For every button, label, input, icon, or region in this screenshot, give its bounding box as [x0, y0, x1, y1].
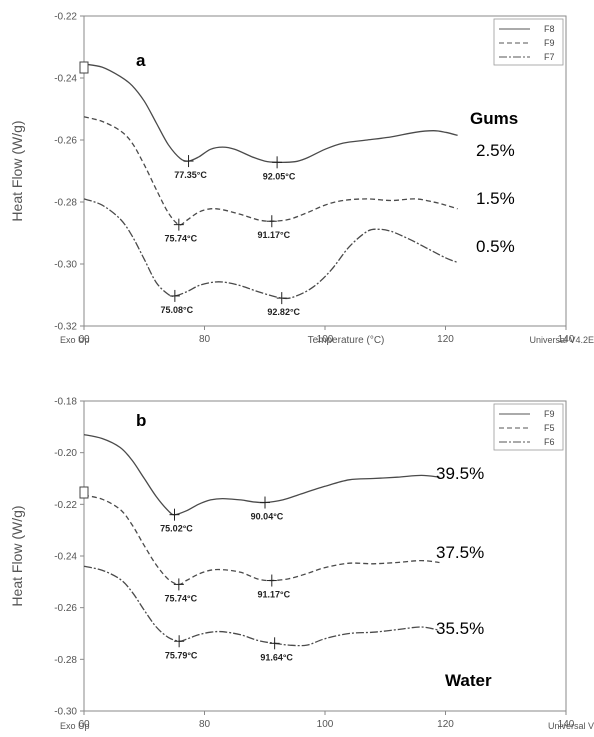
peak-label: 75.74°C: [165, 234, 198, 244]
panel-a-series-f8: [83, 63, 458, 163]
legend-a-entry-2: F9: [544, 38, 555, 48]
panel-a-ytick-label: -0.26: [54, 136, 77, 147]
panel-b: -0.18 -0.20 -0.22 -0.24 -0.26 -0.28 -0.30 60 80…: [9, 397, 594, 732]
panel-b-xtick-label: 100: [317, 719, 334, 730]
legend-b-entry-3: F6: [544, 437, 555, 447]
panel-a-ytick-label: -0.28: [54, 198, 77, 209]
peak-label: 92.05°C: [263, 171, 296, 181]
panel-a-ytick-label: -0.24: [54, 74, 77, 85]
panel-b-cursor-marker: [79, 486, 89, 499]
panel-b-ytick-label: -0.28: [54, 655, 77, 666]
panel-b-ytick-label: -0.30: [54, 707, 77, 718]
legend-a-entry-1: F8: [544, 24, 555, 34]
panel-b-series-f9: [83, 433, 440, 516]
panel-a-xtick-label: 100: [317, 334, 334, 345]
panel-a-ytick-label: -0.22: [54, 12, 77, 23]
panel-b-pct-3: 35.5%: [436, 619, 484, 638]
panel-b-ytick-label: -0.26: [54, 603, 77, 614]
panel-a-group-label: Gums: [470, 109, 518, 128]
peak-label: 75.79°C: [165, 650, 198, 660]
panel-b-xtick-label: 60: [78, 719, 90, 730]
panel-a-cursor-marker: [79, 61, 89, 74]
panel-a-xtick-label: 140: [558, 334, 575, 345]
panel-b-ytick-label: -0.20: [54, 448, 77, 459]
panel-a-exo-up: Exo Up: [60, 335, 90, 345]
legend-b-entry-1: F9: [544, 409, 555, 419]
panel-a-legend: F8 F9 F7: [493, 18, 564, 66]
panel-a-ytick-label: -0.30: [54, 260, 77, 271]
panel-a: -0.22 -0.24 -0.26 -0.28 -0.30 -0.32 60 80 100 12…: [9, 12, 594, 347]
panel-b-ytick-label: -0.24: [54, 552, 77, 563]
panel-a-pct-1: 2.5%: [476, 141, 515, 160]
panel-a-ylabel: Heat Flow (W/g): [9, 120, 25, 221]
panel-a-pct-3: 0.5%: [476, 237, 515, 256]
panel-a-pct-2: 1.5%: [476, 189, 515, 208]
panel-b-xtick-label: 80: [199, 719, 211, 730]
panel-b-series-f5: [83, 494, 440, 586]
panel-b-pct-1: 39.5%: [436, 464, 484, 483]
panel-b-software-version: Universal V: [548, 721, 594, 731]
panel-a-xlabel: Temperature (°C): [308, 335, 385, 346]
legend-a-entry-3: F7: [544, 52, 555, 62]
panel-a-xtick-label: 60: [78, 334, 90, 345]
panel-b-legend: F9 F5 F6: [493, 403, 564, 451]
panel-b-ylabel: Heat Flow (W/g): [9, 505, 25, 606]
peak-label: 90.04°C: [251, 512, 284, 522]
panel-b-ytick-label: -0.18: [54, 397, 77, 408]
panel-b-group-label: Water: [445, 671, 492, 690]
panel-b-exo-up: Exo Up: [60, 721, 90, 731]
panel-b-xtick-label: 120: [437, 719, 454, 730]
peak-label: 92.82°C: [267, 307, 300, 317]
peak-label: 75.02°C: [160, 524, 193, 534]
peak-label: 91.17°C: [257, 230, 290, 240]
panel-a-xtick-label: 120: [437, 334, 454, 345]
panel-a-series-f9: [83, 116, 458, 226]
peak-label: 91.17°C: [257, 590, 290, 600]
legend-b-entry-2: F5: [544, 423, 555, 433]
panel-a-ytick-label: -0.32: [54, 322, 77, 333]
panel-a-software-version: Universal V4.2E: [529, 335, 594, 345]
panel-a-xtick-label: 80: [199, 334, 211, 345]
peak-label: 77.35°C: [174, 170, 207, 180]
panel-a-series-f7: [83, 198, 458, 300]
panel-b-xtick-label: 140: [558, 719, 575, 730]
panel-b-pct-2: 37.5%: [436, 543, 484, 562]
peak-label: 91.64°C: [260, 652, 293, 662]
panel-b-letter: b: [136, 411, 146, 430]
panel-a-letter: a: [136, 51, 146, 70]
panel-b-series-f6: [83, 565, 440, 647]
panel-b-ytick-label: -0.22: [54, 500, 77, 511]
peak-label: 75.74°C: [165, 593, 198, 603]
peak-label: 75.08°C: [161, 305, 194, 315]
